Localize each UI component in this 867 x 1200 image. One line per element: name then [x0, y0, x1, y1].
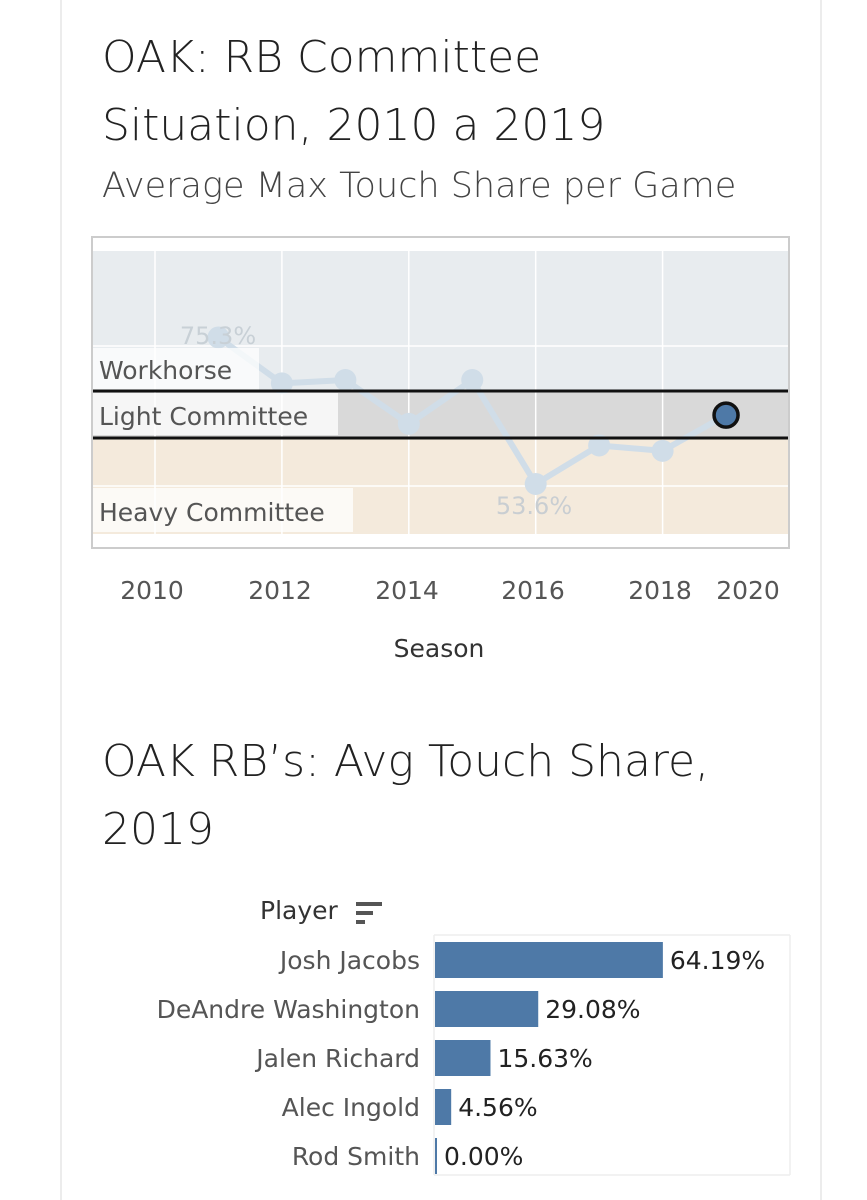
page-title-line2: Situation, 2010 a 2019	[102, 100, 606, 151]
bar[interactable]	[435, 1040, 491, 1076]
x-axis-title: Season	[393, 634, 485, 663]
heavy-committee-label-bg	[93, 488, 353, 532]
sort-icon[interactable]	[356, 902, 384, 926]
bar-chart-title: OAK RB’s: Avg Touch Share, 2019	[102, 728, 709, 864]
bar[interactable]	[435, 991, 539, 1027]
bar-value-label: 15.63%	[497, 1044, 592, 1073]
light-committee-label-bg	[93, 393, 338, 435]
bar-value-label: 64.19%	[670, 946, 765, 975]
bar-value-label: 0.00%	[444, 1142, 523, 1171]
left-border-line	[60, 0, 62, 1200]
data-point-2018[interactable]	[651, 439, 674, 462]
x-tick-label: 2020	[716, 576, 780, 605]
bar-value-label: 4.56%	[458, 1093, 537, 1122]
bar-category-label: Alec Ingold	[282, 1093, 420, 1122]
page-subtitle: Average Max Touch Share per Game	[102, 166, 737, 206]
heavy-committee-label: Heavy Committee	[99, 498, 325, 527]
data-point-2013[interactable]	[334, 369, 357, 391]
bar-category-label: DeAndre Washington	[157, 995, 420, 1024]
page-title-line1: OAK: RB Committee	[102, 32, 542, 83]
data-point-2014[interactable]	[397, 412, 420, 435]
series-points	[207, 326, 674, 495]
data-point-2015[interactable]	[461, 369, 484, 391]
bar-chart: Josh Jacobs 64.19% DeAndre Washington 29.08…	[157, 934, 791, 1176]
plot-frame	[91, 236, 790, 549]
page-title: OAK: RB Committee Situation, 2010 a 2019	[102, 24, 605, 160]
data-point-2016[interactable]	[524, 472, 547, 495]
bar-chart-title-line2: 2019	[102, 804, 214, 855]
bar-value-label: 29.08%	[545, 995, 640, 1024]
x-tick-label: 2012	[248, 576, 312, 605]
data-point-2017[interactable]	[588, 434, 611, 457]
bar[interactable]	[435, 1138, 437, 1174]
x-tick-label: 2018	[628, 576, 692, 605]
x-tick-label: 2016	[501, 576, 565, 605]
bar[interactable]	[435, 1089, 452, 1125]
light-committee-label: Light Committee	[99, 402, 308, 431]
bar-category-label: Jalen Richard	[254, 1044, 420, 1073]
bar-category-label: Josh Jacobs	[278, 946, 420, 975]
data-point-2012[interactable]	[270, 372, 293, 395]
bar-category-label: Rod Smith	[292, 1142, 420, 1171]
bars-group: Josh Jacobs 64.19% DeAndre Washington 29.08…	[157, 942, 765, 1174]
x-tick-label: 2014	[375, 576, 439, 605]
x-tick-label: 2010	[120, 576, 184, 605]
x-axis-ticks: 2010 2012 2014 2016 2018 2020	[120, 576, 780, 605]
highlighted-point-2019[interactable]	[712, 401, 740, 429]
min-value-label: 53.6%	[496, 492, 572, 520]
player-column-header[interactable]: Player	[260, 896, 338, 925]
data-point-2011[interactable]	[207, 326, 230, 349]
bar-chart-title-line1: OAK RB’s: Avg Touch Share,	[102, 736, 710, 787]
right-border-line	[820, 0, 822, 1200]
bar[interactable]	[435, 942, 663, 978]
max-value-label: 75.3%	[180, 322, 256, 350]
workhorse-label-bg	[93, 348, 259, 390]
line-chart: 75.3% 53.6% Workhorse Light Committee He…	[91, 236, 790, 605]
workhorse-label: Workhorse	[99, 356, 232, 385]
